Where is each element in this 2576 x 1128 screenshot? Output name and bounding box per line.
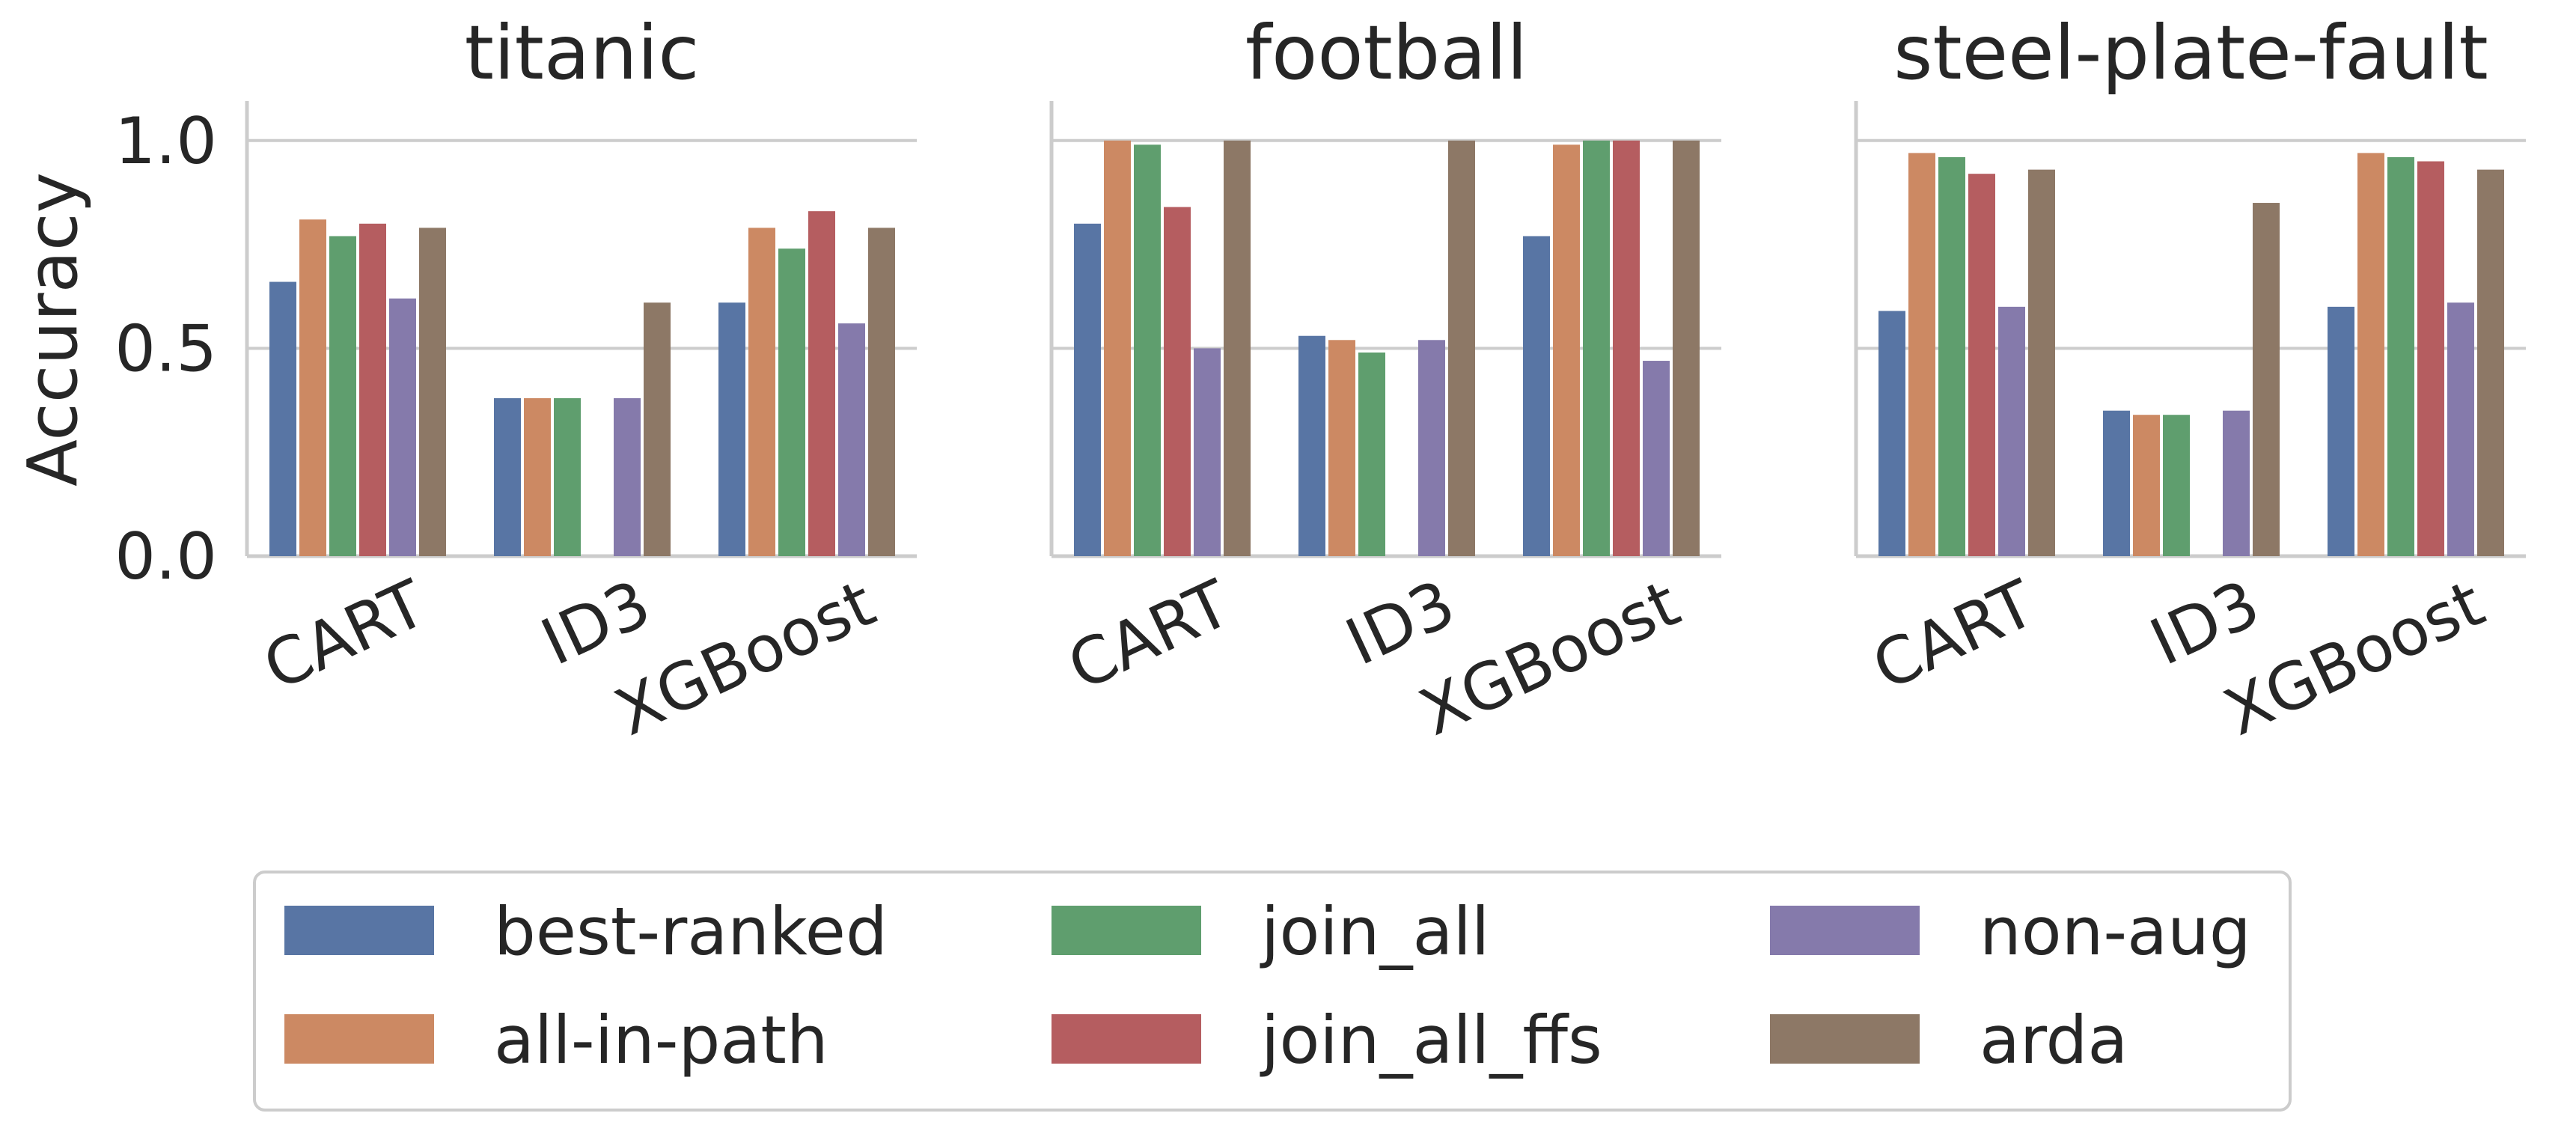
x-tick-label: CART	[253, 566, 438, 705]
bar-non-aug-XGBoost	[838, 323, 865, 556]
bar-all-in-path-XGBoost	[748, 228, 775, 556]
bar-arda-CART	[2028, 169, 2055, 557]
legend-label: join_all	[1260, 893, 1489, 970]
bar-join_all_ffs-CART	[1164, 207, 1191, 556]
x-tick-label: XGBoost	[2214, 566, 2495, 750]
x-tick-label: XGBoost	[1409, 566, 1691, 750]
bar-non-aug-XGBoost	[1643, 361, 1670, 556]
bar-arda-CART	[419, 228, 446, 556]
bar-best-ranked-ID3	[494, 398, 521, 556]
bar-non-aug-CART	[1998, 306, 2025, 556]
bar-non-aug-CART	[389, 298, 416, 556]
legend-swatch-arda	[1770, 1014, 1920, 1064]
bar-join_all-XGBoost	[2387, 156, 2414, 556]
y-tick-label: 1.0	[115, 104, 217, 179]
bar-best-ranked-ID3	[2103, 410, 2130, 556]
legend-label: best-ranked	[494, 893, 888, 970]
legend-label: all-in-path	[494, 1002, 828, 1079]
bar-arda-ID3	[644, 302, 671, 556]
legend-swatch-join_all	[1052, 906, 1201, 955]
bar-all-in-path-ID3	[2133, 415, 2160, 556]
bar-join_all-CART	[1134, 144, 1161, 557]
bar-best-ranked-XGBoost	[718, 302, 745, 556]
legend-swatch-all-in-path	[284, 1014, 434, 1064]
bar-join_all_ffs-CART	[1968, 174, 1995, 556]
bar-join_all-CART	[1938, 156, 1965, 556]
bar-non-aug-ID3	[2223, 410, 2250, 556]
legend-swatch-best-ranked	[284, 906, 434, 955]
legend-label: non-aug	[1980, 893, 2251, 970]
bar-non-aug-XGBoost	[2447, 302, 2474, 556]
bar-all-in-path-XGBoost	[1553, 144, 1580, 557]
x-tick-label: ID3	[2140, 566, 2271, 680]
bar-all-in-path-CART	[1104, 140, 1131, 556]
legend-swatch-join_all_ffs	[1052, 1014, 1201, 1064]
bar-join_all_ffs-XGBoost	[808, 211, 835, 556]
legend-label: arda	[1980, 1002, 2128, 1079]
bar-non-aug-ID3	[614, 398, 641, 556]
panel-title: football	[1245, 9, 1527, 97]
bar-join_all-ID3	[1358, 352, 1385, 556]
bar-non-aug-ID3	[1418, 340, 1445, 556]
bar-arda-ID3	[2253, 203, 2280, 556]
legend-swatch-non-aug	[1770, 906, 1920, 955]
bar-all-in-path-CART	[299, 219, 326, 556]
legend-label: join_all_ffs	[1260, 1002, 1602, 1079]
legend: best-ranked all-in-path join_all join_all_f…	[253, 871, 2292, 1112]
panel-title: steel-plate-fault	[1893, 9, 2488, 97]
bar-join_all-XGBoost	[1583, 140, 1610, 556]
bar-join_all-ID3	[554, 398, 581, 556]
y-tick-label: 0.0	[115, 519, 217, 594]
bar-all-in-path-XGBoost	[2357, 153, 2384, 556]
y-tick-label: 0.5	[115, 311, 217, 386]
x-tick-label: XGBoost	[605, 566, 886, 750]
bar-join_all_ffs-CART	[359, 223, 386, 556]
bar-join_all-CART	[329, 236, 356, 556]
bar-non-aug-CART	[1194, 348, 1221, 556]
bar-best-ranked-XGBoost	[1523, 236, 1550, 556]
bar-best-ranked-CART	[1074, 223, 1101, 556]
bar-arda-XGBoost	[1673, 140, 1700, 556]
bar-all-in-path-CART	[1908, 153, 1935, 556]
panel-title: titanic	[465, 9, 700, 97]
bar-join_all_ffs-XGBoost	[2417, 161, 2444, 556]
bar-join_all_ffs-XGBoost	[1613, 140, 1640, 556]
x-tick-label: CART	[1057, 566, 1242, 705]
bar-best-ranked-ID3	[1298, 335, 1325, 556]
x-tick-label: ID3	[1335, 566, 1466, 680]
bar-arda-XGBoost	[2477, 169, 2504, 557]
bar-join_all-ID3	[2163, 415, 2190, 556]
y-axis-label: Accuracy	[13, 172, 93, 487]
bar-all-in-path-ID3	[1328, 340, 1355, 556]
bar-best-ranked-CART	[1878, 311, 1905, 556]
bar-best-ranked-XGBoost	[2328, 306, 2354, 556]
x-tick-label: ID3	[531, 566, 662, 680]
bar-arda-ID3	[1448, 140, 1475, 556]
bar-all-in-path-ID3	[524, 398, 551, 556]
bar-join_all-XGBoost	[778, 249, 805, 556]
bar-arda-XGBoost	[868, 228, 895, 556]
x-tick-label: CART	[1862, 566, 2047, 705]
bar-best-ranked-CART	[269, 281, 296, 556]
bar-arda-CART	[1224, 140, 1251, 556]
